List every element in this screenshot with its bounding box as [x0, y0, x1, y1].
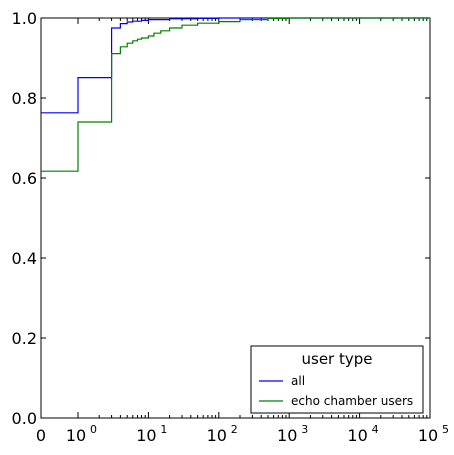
x-tick-exponent: 1	[160, 423, 167, 436]
x-tick-exponent: 3	[301, 423, 308, 436]
legend: user type all echo chamber users	[250, 345, 424, 414]
x-axis: 0 10 0 10 1 10 2 10 3 10 4 10 5	[36, 18, 449, 445]
y-tick-label: 0.0	[12, 409, 37, 428]
x-tick-label: 10	[66, 426, 86, 445]
x-tick-label: 10	[277, 426, 297, 445]
legend-title: user type	[302, 350, 373, 368]
y-tick-label: 1.0	[12, 9, 37, 28]
y-tick-label: 0.6	[12, 169, 37, 188]
x-tick-label: 10	[136, 426, 156, 445]
series-line-all	[41, 17, 430, 114]
x-tick-exponent: 0	[90, 423, 97, 436]
series-line-echo-chamber-users	[41, 17, 430, 172]
y-tick-label: 0.4	[12, 249, 37, 268]
x-tick-label: 10	[207, 426, 227, 445]
x-tick-label: 10	[418, 426, 438, 445]
y-axis: 0.0 0.2 0.4 0.6 0.8 1.0	[12, 9, 430, 428]
x-tick-exponent: 5	[442, 423, 449, 436]
x-tick-exponent: 4	[372, 423, 379, 436]
y-tick-label: 0.8	[12, 89, 37, 108]
y-tick-label: 0.2	[12, 329, 37, 348]
series-group	[41, 17, 430, 172]
x-tick-label: 0	[36, 426, 46, 445]
legend-entry: echo chamber users	[291, 394, 413, 408]
legend-entry: all	[291, 374, 305, 388]
legend-box	[250, 345, 424, 414]
x-tick-exponent: 2	[231, 423, 238, 436]
x-tick-label: 10	[347, 426, 367, 445]
